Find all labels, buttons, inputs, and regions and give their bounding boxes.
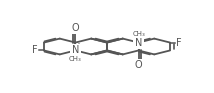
Text: F: F	[176, 38, 182, 48]
Text: O: O	[135, 60, 142, 70]
Text: CH₃: CH₃	[69, 56, 82, 62]
Text: F: F	[32, 45, 38, 55]
Text: O: O	[72, 23, 79, 33]
Text: N: N	[135, 38, 142, 48]
Text: CH₃: CH₃	[132, 31, 145, 37]
Text: N: N	[72, 45, 79, 55]
